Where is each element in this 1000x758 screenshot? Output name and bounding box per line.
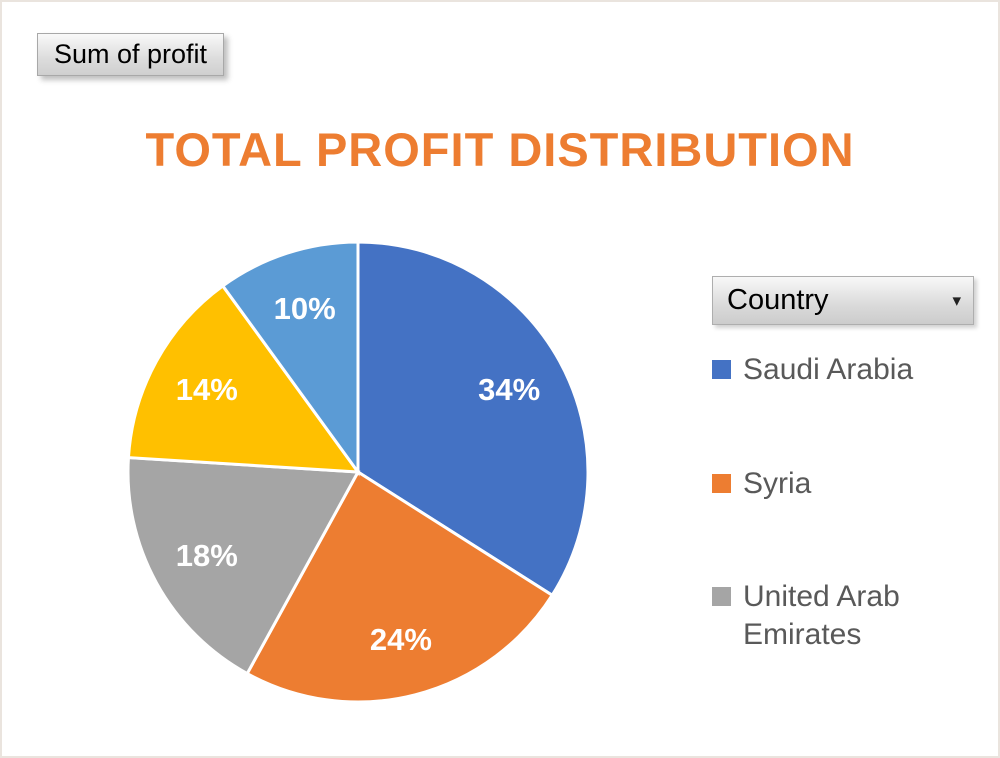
pie-data-label: 24% xyxy=(370,622,432,657)
pie-slice-united-arab-emirates[interactable] xyxy=(126,455,361,676)
legend-label: United Arab Emirates xyxy=(743,580,900,651)
legend-swatch xyxy=(712,473,731,493)
pie-slice-syria[interactable] xyxy=(245,469,555,704)
legend-panel: Country ▾ Saudi Arabia Syria United Arab E… xyxy=(712,276,974,729)
pie-data-label: 10% xyxy=(274,291,336,326)
pie-data-label: 14% xyxy=(176,372,238,407)
dropdown-arrow-icon: ▾ xyxy=(952,291,961,310)
pie-chart: 34% 24% 18% 14% 10% xyxy=(126,240,590,704)
legend-swatch xyxy=(712,360,731,379)
legend-items: Saudi Arabia Syria United Arab Emirates xyxy=(712,351,974,653)
legend-item-syria: Syria xyxy=(712,465,974,503)
legend-label: Saudi Arabia xyxy=(743,353,914,386)
legend-swatch xyxy=(712,587,731,606)
chart-title: TOTAL PROFIT DISTRIBUTION xyxy=(145,123,855,176)
pie-slice-unlabeled-3[interactable] xyxy=(126,283,362,474)
legend-label: Syria xyxy=(743,466,812,500)
country-filter-button[interactable]: Country ▾ xyxy=(712,276,974,325)
pie-slice-unlabeled-4[interactable] xyxy=(220,240,360,477)
pie-data-label: 34% xyxy=(478,372,540,407)
sum-of-profit-field-button[interactable]: Sum of profit xyxy=(37,33,225,76)
country-filter-label: Country xyxy=(727,284,829,316)
pie-data-label: 18% xyxy=(176,538,238,573)
legend-item-saudi-arabia: Saudi Arabia xyxy=(712,351,974,389)
legend-item-united-arab-emirates: United Arab Emirates xyxy=(712,578,974,653)
